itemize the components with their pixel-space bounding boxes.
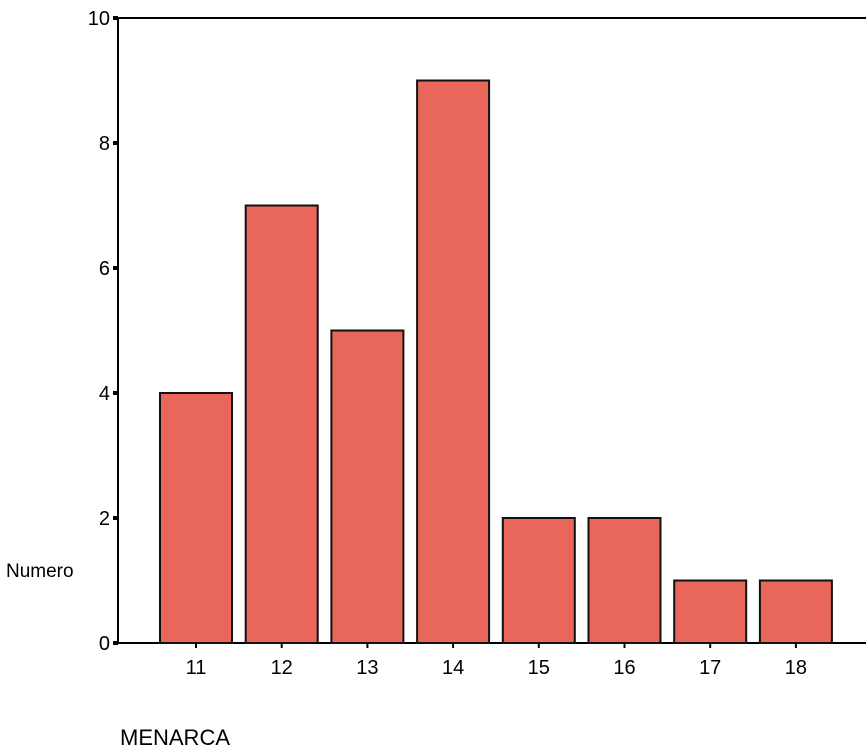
x-tick-label: 18: [785, 657, 807, 679]
y-tick-label: 10: [88, 8, 110, 30]
bar-16: [587, 517, 662, 644]
bar-11: [159, 392, 233, 644]
x-tick-label: 13: [356, 657, 378, 679]
x-tick-label: 15: [528, 657, 550, 679]
bar-14: [416, 79, 491, 644]
bar-13: [330, 329, 405, 644]
x-axis-title: MENARCA: [120, 725, 230, 750]
y-axis: 0 2 4 6 8 10: [88, 8, 118, 655]
y-tick-label: 0: [99, 633, 110, 655]
bar-15: [501, 517, 576, 644]
x-axis: 11 12 13 14 15 16 17 18: [186, 643, 807, 679]
y-axis-title: Numero: [6, 561, 74, 582]
y-tick-label: 4: [99, 383, 110, 405]
x-tick-label: 11: [186, 657, 207, 679]
x-tick-label: 14: [442, 657, 464, 679]
y-tick-label: 6: [99, 258, 110, 280]
x-tick-label: 16: [613, 657, 635, 679]
y-tick-label: 8: [99, 133, 110, 155]
y-tick-label: 2: [99, 508, 110, 530]
x-tick-label: 12: [271, 657, 293, 679]
x-tick-label: 17: [699, 657, 721, 679]
bar-12: [244, 204, 319, 644]
bar-18: [758, 579, 833, 644]
bars-group: [159, 79, 833, 644]
bar-17: [673, 579, 748, 644]
